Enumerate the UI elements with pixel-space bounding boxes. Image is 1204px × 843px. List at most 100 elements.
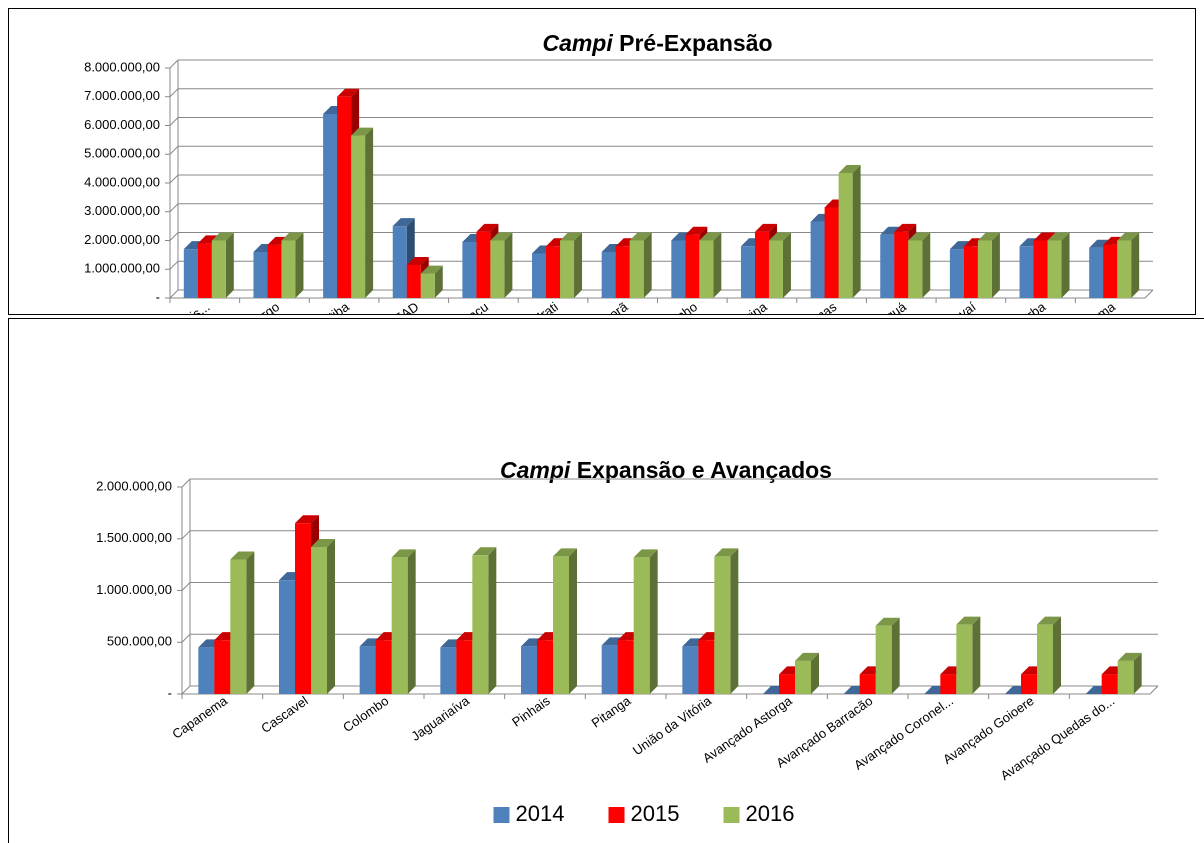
y-tick-label: 1.000.000,00 [96,582,172,597]
bar-side [643,232,652,298]
bar-top [295,515,319,524]
bar-side [295,232,304,298]
bar [617,640,634,694]
bar [456,640,473,694]
bar-side [811,652,819,694]
bar [1101,674,1118,694]
bar [880,234,895,298]
bar [940,674,957,694]
bar [546,246,561,298]
bar-top [875,617,900,626]
bar-top [230,551,255,560]
bar [375,640,392,694]
bar-side [972,616,981,694]
bar [698,640,715,694]
bar-side [246,551,255,694]
bar [1021,674,1037,694]
bar [267,244,282,298]
bar-top [392,218,415,227]
bar-side [407,549,416,694]
bar [359,646,376,694]
bar [633,557,650,694]
y-tick-label: 6.000.000,00 [84,117,160,132]
bar-top [838,164,861,173]
bar [230,559,247,694]
bar [1037,624,1053,694]
bar-top [629,232,652,241]
bar [521,646,537,694]
bar-top [406,256,429,265]
bar [601,645,618,694]
y-tick-label: 8.000.000,00 [84,59,160,74]
bar-top [351,127,374,136]
bar-top [1033,232,1056,241]
bar [956,624,973,694]
bar-top [1089,239,1112,248]
bar-side [434,265,443,298]
bar [197,243,212,298]
bar-side [327,539,335,694]
bar-side [1131,232,1140,298]
bar-top [1117,232,1140,241]
bar-top [795,652,819,661]
bar [1033,240,1048,298]
legend-swatch [608,807,625,823]
y-tick-label: 1.000.000,00 [84,261,160,276]
bar-top [476,223,499,232]
bar [211,240,226,298]
y-tick-label: 5.000.000,00 [84,146,160,161]
legend-swatch [723,807,740,823]
bar [476,231,491,298]
grid-line [169,88,1153,98]
bar-side [730,548,739,694]
bar [337,96,352,298]
bar [1117,660,1134,694]
bar [253,252,268,298]
bar [462,241,477,298]
bar-side [365,127,374,298]
bar-top [977,232,1000,241]
bar-side [1053,616,1061,694]
legend-label: 2016 [746,801,795,826]
bar-side [225,232,234,298]
bar [754,231,769,298]
bar-top [197,235,220,244]
legend-label: 2015 [631,801,680,826]
bar [279,580,295,694]
bar-top [211,232,234,241]
bar [440,647,457,694]
chart-title: Campi Pré-Expansão [542,30,772,56]
bar [859,674,876,694]
legend-label: 2014 [516,801,565,826]
bar [779,674,795,694]
grid-line [169,174,1153,184]
bar [311,547,327,694]
bar [949,249,964,298]
grid-line [181,582,1158,591]
y-tick-label: 7.000.000,00 [84,88,160,103]
y-tick-label: 4.000.000,00 [84,174,160,189]
y-tick-label: 2.000.000,00 [84,232,160,247]
bar [183,249,198,298]
bar-side [488,547,497,694]
bar-top [337,88,360,97]
chart-panel: Campi Expansão e Avançados-500.000,001.0… [8,318,1204,843]
bar-top [880,226,903,235]
bar [214,640,231,694]
bar-top [420,265,443,274]
bar-top [472,547,497,556]
bar [740,246,755,298]
bar [714,556,731,694]
bar [685,234,700,298]
bar [768,240,783,298]
bar [795,660,811,694]
bar [875,625,892,694]
bar-side [574,232,583,298]
bar [1019,246,1034,298]
y-tick-label: - [156,289,160,304]
grid-line [181,685,1158,695]
bar [699,240,714,298]
bar-top [553,548,577,557]
bar-side [713,232,722,298]
